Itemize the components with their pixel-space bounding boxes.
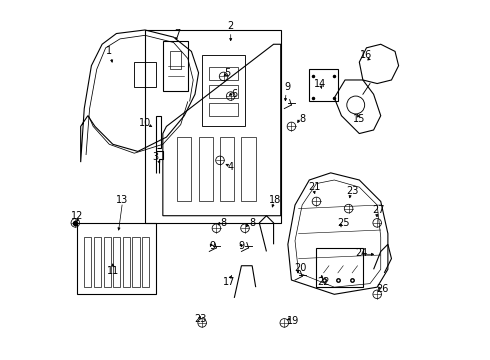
Bar [309, 69, 338, 102]
Bar [134, 62, 156, 87]
Text: 8: 8 [299, 114, 305, 124]
Text: 21: 21 [309, 182, 321, 192]
Bar [132, 237, 140, 287]
Bar [113, 237, 121, 287]
Bar [163, 41, 188, 91]
Text: 19: 19 [287, 316, 299, 326]
Text: 2: 2 [227, 21, 234, 31]
Bar [84, 237, 92, 287]
Bar [94, 237, 101, 287]
Bar [317, 248, 363, 287]
Text: 5: 5 [224, 68, 230, 78]
Bar [103, 237, 111, 287]
Text: 22: 22 [318, 277, 330, 287]
Bar [209, 67, 238, 80]
Text: 17: 17 [223, 277, 235, 287]
Text: 23: 23 [346, 186, 358, 196]
Text: 10: 10 [139, 118, 151, 128]
Text: 11: 11 [107, 266, 119, 276]
Text: 24: 24 [355, 248, 368, 258]
Text: 20: 20 [294, 262, 307, 273]
Text: 26: 26 [376, 284, 389, 294]
Bar [142, 237, 149, 287]
Bar [209, 103, 238, 116]
Bar [145, 30, 281, 223]
Bar [170, 51, 181, 69]
Text: 3: 3 [152, 152, 159, 162]
Text: 9: 9 [285, 82, 291, 92]
Bar [198, 137, 213, 202]
Text: 4: 4 [228, 162, 234, 172]
Text: 8: 8 [220, 218, 227, 228]
Text: 15: 15 [353, 114, 366, 124]
Text: 14: 14 [314, 78, 326, 89]
Text: 9: 9 [210, 241, 216, 251]
Bar [220, 137, 234, 202]
Bar [123, 237, 130, 287]
Text: 12: 12 [71, 211, 83, 221]
Bar [209, 85, 238, 98]
Text: 25: 25 [337, 218, 349, 228]
Text: 27: 27 [373, 205, 385, 215]
Text: 9: 9 [238, 241, 245, 251]
Text: 7: 7 [174, 28, 180, 39]
Text: 1: 1 [106, 46, 112, 57]
Text: 6: 6 [231, 89, 237, 99]
Bar [77, 223, 156, 294]
Bar [177, 137, 192, 202]
Text: 18: 18 [269, 195, 281, 204]
Text: 13: 13 [116, 195, 128, 204]
Bar [202, 55, 245, 126]
Text: 23: 23 [194, 314, 206, 324]
Text: 8: 8 [249, 218, 255, 228]
Bar [242, 137, 256, 202]
Text: 16: 16 [360, 50, 372, 60]
